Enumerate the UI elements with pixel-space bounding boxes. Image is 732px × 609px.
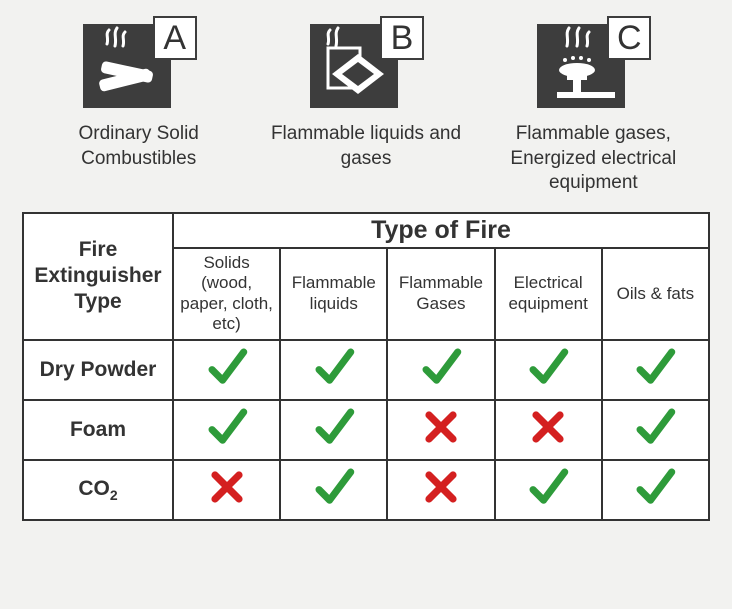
mark-cell [173, 340, 280, 400]
table-row: Dry Powder [23, 340, 709, 400]
table-row: CO2 [23, 460, 709, 520]
mark-cell [280, 460, 387, 520]
col-header: Flammable liquids [280, 248, 387, 340]
mark-cell [387, 340, 494, 400]
col-header: Flammable Gases [387, 248, 494, 340]
extinguisher-table-wrap: Fire Extinguisher Type Type of Fire Soli… [0, 204, 732, 521]
mark-cell [280, 340, 387, 400]
col-header: Electrical equipment [495, 248, 602, 340]
col-header: Solids (wood, paper, cloth, etc) [173, 248, 280, 340]
class-letter-badge: B [380, 16, 424, 60]
fire-classes-row: A Ordinary Solid Combustibles B Flam [0, 0, 732, 204]
mark-cell [602, 400, 709, 460]
table-row: Foam [23, 400, 709, 460]
top-header: Type of Fire [173, 213, 709, 248]
fire-class-a-icon-wrap: A [83, 18, 195, 108]
mark-cell [495, 460, 602, 520]
fire-class-b-icon-wrap: B [310, 18, 422, 108]
mark-cell [387, 400, 494, 460]
fire-class-a-caption: Ordinary Solid Combustibles [30, 122, 247, 171]
class-letter-badge: A [153, 16, 197, 60]
fire-class-c: C Flammable gases, Energized electrical … [485, 18, 702, 196]
table-row: Fire Extinguisher Type Type of Fire [23, 213, 709, 248]
fire-class-c-icon-wrap: C [537, 18, 649, 108]
fire-class-a: A Ordinary Solid Combustibles [30, 18, 247, 196]
fire-class-c-caption: Flammable gases, Energized electrical eq… [485, 122, 702, 196]
fire-class-b-caption: Flammable liquids and gases [257, 122, 474, 171]
mark-cell [173, 400, 280, 460]
mark-cell [495, 400, 602, 460]
mark-cell [602, 460, 709, 520]
mark-cell [387, 460, 494, 520]
row-label-co2: CO2 [23, 460, 173, 520]
mark-cell [495, 340, 602, 400]
extinguisher-table: Fire Extinguisher Type Type of Fire Soli… [22, 212, 710, 521]
mark-cell [280, 400, 387, 460]
fire-class-b: B Flammable liquids and gases [257, 18, 474, 196]
row-label-foam: Foam [23, 400, 173, 460]
row-label-dry-powder: Dry Powder [23, 340, 173, 400]
mark-cell [602, 340, 709, 400]
mark-cell [173, 460, 280, 520]
class-letter-badge: C [607, 16, 651, 60]
corner-header: Fire Extinguisher Type [23, 213, 173, 340]
col-header: Oils & fats [602, 248, 709, 340]
